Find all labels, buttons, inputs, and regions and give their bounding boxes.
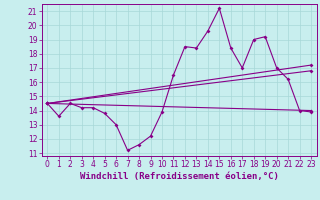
X-axis label: Windchill (Refroidissement éolien,°C): Windchill (Refroidissement éolien,°C) [80, 172, 279, 181]
